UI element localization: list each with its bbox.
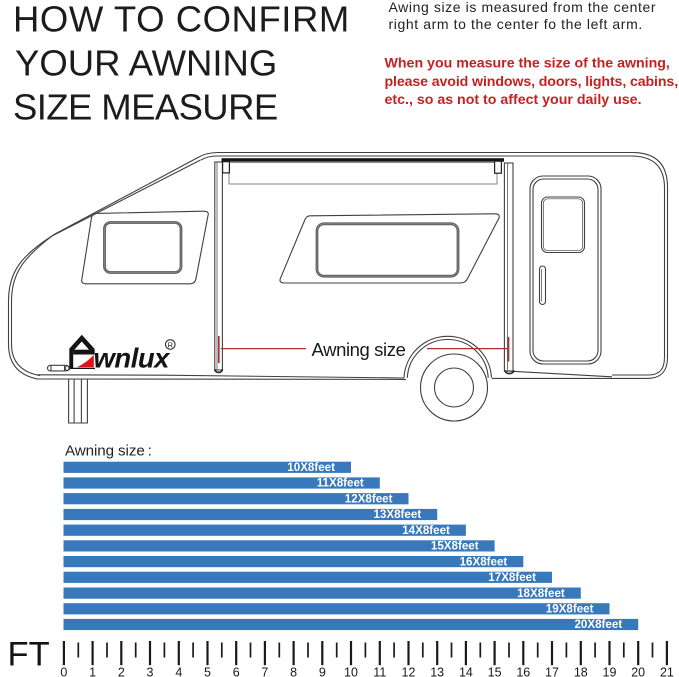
svg-text:11X8feet: 11X8feet <box>317 477 364 490</box>
svg-text:Awing size is measured from th: Awing size is measured from the center <box>389 0 657 15</box>
svg-text:13: 13 <box>430 666 444 677</box>
svg-text:8: 8 <box>290 666 297 677</box>
svg-text:YOUR AWNING: YOUR AWNING <box>15 43 277 84</box>
svg-text:please avoid windows, doors, l: please avoid windows, doors, lights, cab… <box>385 74 679 90</box>
svg-text:13X8feet: 13X8feet <box>373 508 421 521</box>
svg-text:16X8feet: 16X8feet <box>460 555 508 568</box>
svg-text:9: 9 <box>319 666 326 677</box>
svg-text:20: 20 <box>631 666 645 677</box>
svg-text:3: 3 <box>147 666 154 677</box>
svg-text:17X8feet: 17X8feet <box>488 571 536 584</box>
svg-text:2: 2 <box>118 666 125 677</box>
svg-text:16: 16 <box>516 666 530 677</box>
svg-text:6: 6 <box>233 666 240 677</box>
svg-text:right arm to the center fo the: right arm to the center fo the left arm. <box>389 16 643 32</box>
svg-text:HOW TO CONFIRM: HOW TO CONFIRM <box>13 0 350 40</box>
svg-text:18: 18 <box>574 666 588 677</box>
svg-text:4: 4 <box>175 666 182 677</box>
svg-text:10: 10 <box>344 666 358 677</box>
svg-text:20X8feet: 20X8feet <box>574 618 622 631</box>
svg-text:5: 5 <box>204 666 211 677</box>
svg-text:When you measure the size of t: When you measure the size of the awning, <box>385 56 670 72</box>
svg-text:19X8feet: 19X8feet <box>546 603 594 616</box>
svg-text:10X8feet: 10X8feet <box>287 461 335 474</box>
svg-text:FT: FT <box>8 636 50 674</box>
svg-text:14X8feet: 14X8feet <box>402 524 450 537</box>
svg-text:19: 19 <box>603 666 617 677</box>
svg-text:SIZE MEASURE: SIZE MEASURE <box>13 87 278 128</box>
svg-text:1: 1 <box>89 666 96 677</box>
svg-text:R: R <box>168 340 174 349</box>
svg-text:17: 17 <box>545 666 559 677</box>
svg-text:7: 7 <box>261 666 268 677</box>
svg-text:21: 21 <box>660 666 674 677</box>
svg-text:12: 12 <box>402 666 416 677</box>
svg-text:18X8feet: 18X8feet <box>517 587 565 600</box>
svg-text:wnlux: wnlux <box>94 343 172 374</box>
svg-text:etc., so as not to affect your: etc., so as not to affect your daily use… <box>385 92 642 108</box>
svg-text:15: 15 <box>488 666 502 677</box>
svg-text:11: 11 <box>373 666 386 677</box>
svg-text:Awning size: Awning size <box>312 339 406 360</box>
svg-text:15X8feet: 15X8feet <box>431 540 479 553</box>
svg-text:Awning size :: Awning size : <box>65 443 152 460</box>
svg-text:12X8feet: 12X8feet <box>345 492 393 505</box>
svg-text:14: 14 <box>459 666 473 677</box>
svg-text:0: 0 <box>60 666 67 677</box>
